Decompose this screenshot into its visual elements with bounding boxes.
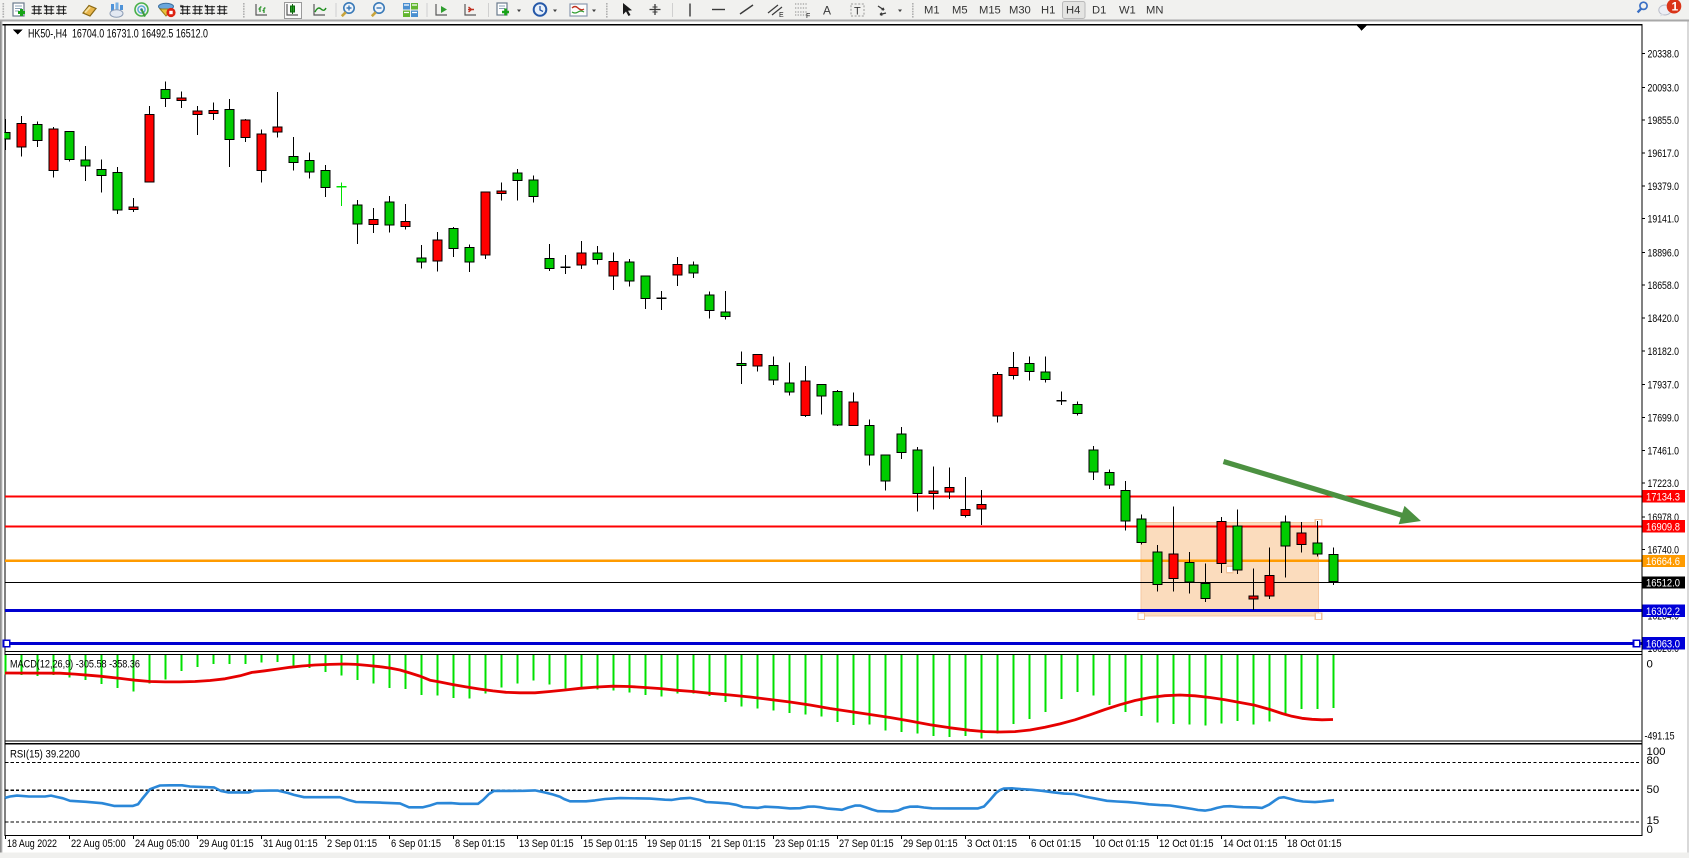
svg-text:18420.0: 18420.0 [1648,313,1680,325]
svg-text:100: 100 [1647,746,1666,758]
svg-text:A: A [823,4,831,18]
svg-text:16909.8: 16909.8 [1646,522,1680,534]
svg-text:17223.0: 17223.0 [1648,478,1680,490]
svg-text:16512.0: 16512.0 [1646,578,1680,590]
svg-text:19141.0: 19141.0 [1648,214,1680,226]
svg-text:18 Oct 01:15: 18 Oct 01:15 [1287,838,1342,850]
svg-text:-491.15: -491.15 [1645,730,1675,742]
svg-text:M5: M5 [952,5,968,17]
svg-text:M15: M15 [979,5,1001,17]
svg-text:21 Sep 01:15: 21 Sep 01:15 [711,838,766,850]
svg-text:12 Oct 01:15: 12 Oct 01:15 [1159,838,1214,850]
svg-text:18896.0: 18896.0 [1648,247,1680,259]
svg-text:17134.3: 17134.3 [1646,492,1680,504]
svg-text:17699.0: 17699.0 [1648,412,1680,424]
svg-text:H4: H4 [1066,5,1080,17]
svg-text:80: 80 [1647,755,1660,767]
svg-text:27 Sep 01:15: 27 Sep 01:15 [839,838,894,850]
svg-text:17461.0: 17461.0 [1648,445,1680,457]
svg-text:0: 0 [1647,824,1653,836]
svg-text:10 Oct 01:15: 10 Oct 01:15 [1095,838,1150,850]
svg-text:M30: M30 [1009,5,1031,17]
svg-text:8 Sep 01:15: 8 Sep 01:15 [455,838,505,850]
svg-text:18658.0: 18658.0 [1648,280,1680,292]
svg-text:F: F [806,13,810,20]
svg-text:MACD(12,26,9) -305.58 -358.36: MACD(12,26,9) -305.58 -358.36 [10,659,140,671]
svg-text:24 Aug 05:00: 24 Aug 05:00 [135,838,190,850]
svg-text:16740.0: 16740.0 [1648,545,1680,557]
svg-text:17937.0: 17937.0 [1648,380,1680,392]
svg-text:3 Oct 01:15: 3 Oct 01:15 [967,838,1017,850]
svg-text:MN: MN [1146,5,1163,17]
svg-text:19379.0: 19379.0 [1648,181,1680,193]
svg-text:50: 50 [1647,784,1660,796]
svg-text:1: 1 [1672,0,1679,14]
svg-text:18182.0: 18182.0 [1648,346,1680,358]
svg-text:W1: W1 [1119,5,1136,17]
svg-text:31 Aug 01:15: 31 Aug 01:15 [263,838,318,850]
svg-text:20093.0: 20093.0 [1648,82,1680,94]
svg-text:E: E [779,12,784,19]
svg-text:29 Sep 01:15: 29 Sep 01:15 [903,838,958,850]
svg-text:13 Sep 01:15: 13 Sep 01:15 [519,838,574,850]
svg-text:22 Aug 05:00: 22 Aug 05:00 [71,838,126,850]
svg-text:19617.0: 19617.0 [1648,148,1680,160]
svg-text:20338.0: 20338.0 [1648,49,1680,61]
svg-text:16063.0: 16063.0 [1646,639,1680,651]
svg-text:18 Aug 2022: 18 Aug 2022 [7,838,57,850]
svg-text:0: 0 [1647,659,1653,671]
svg-text:2 Sep 01:15: 2 Sep 01:15 [327,838,377,850]
svg-text:M1: M1 [924,5,940,17]
svg-text:6 Sep 01:15: 6 Sep 01:15 [391,838,441,850]
svg-text:15: 15 [1647,815,1660,827]
svg-text:19855.0: 19855.0 [1648,115,1680,127]
svg-text:29 Aug 01:15: 29 Aug 01:15 [199,838,254,850]
svg-text:15 Sep 01:15: 15 Sep 01:15 [583,838,638,850]
svg-text:14 Oct 01:15: 14 Oct 01:15 [1223,838,1278,850]
svg-text:H1: H1 [1041,5,1055,17]
svg-text:T: T [854,6,861,18]
svg-text:RSI(15) 39.2200: RSI(15) 39.2200 [10,749,80,761]
svg-text:HK50-,H4 16704.0 16731.0 1649: HK50-,H4 16704.0 16731.0 16492.5 16512.0 [28,28,208,41]
svg-text:16302.2: 16302.2 [1646,606,1680,618]
svg-text:23 Sep 01:15: 23 Sep 01:15 [775,838,830,850]
svg-text:6 Oct 01:15: 6 Oct 01:15 [1031,838,1081,850]
svg-text:16664.6: 16664.6 [1646,556,1680,568]
svg-text:19 Sep 01:15: 19 Sep 01:15 [647,838,702,850]
svg-text:D1: D1 [1092,5,1106,17]
